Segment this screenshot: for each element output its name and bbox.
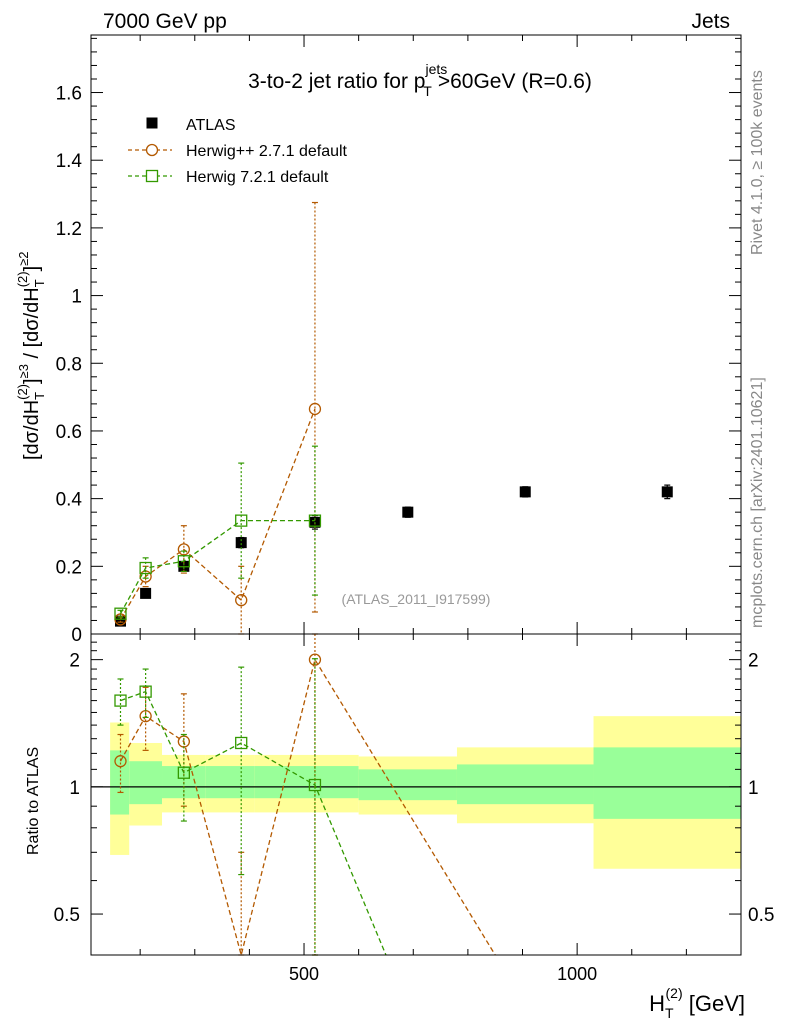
y-tick-label: 0 <box>71 625 82 646</box>
legend-entry-herwig7: Herwig 7.2.1 default <box>128 169 329 186</box>
y-tick-label: 0.8 <box>56 354 82 375</box>
ratio-marks <box>91 633 741 958</box>
atlas-main-point <box>519 486 531 498</box>
herwig7-ratio-point <box>139 685 152 698</box>
herwigpp-main-point <box>139 570 152 583</box>
ylabel-a: [dσ/dH <box>21 400 43 460</box>
ratio-panel: 500 1000 0.5 0.5 1 1 2 2 Ratio to ATLAS <box>25 633 774 984</box>
ratio-tick-label-left: 1 <box>69 778 80 799</box>
xlabel-post: [GeV] <box>683 991 745 1016</box>
chart-title: 3-to-2 jet ratio for pjets T >60GeV (R=0.6… <box>248 61 592 99</box>
legend-entry-herwigpp: Herwig++ 2.7.1 default <box>128 143 348 160</box>
herwig7-main-point <box>177 555 191 568</box>
herwig7-main-point <box>235 514 248 527</box>
atlas-band-inner <box>205 766 255 799</box>
atlas-band-inner <box>129 761 163 805</box>
y-axis-label: [dσ/dHT(2)]≥3 / [dσ/dHT(2)]≥2 <box>15 251 47 460</box>
atlas-band-inner <box>254 766 359 799</box>
x-tick-label: 1000 <box>557 964 597 984</box>
atlas-main-point <box>661 486 673 498</box>
header-left: 7000 GeV pp <box>103 10 227 33</box>
y-tick-label: 1.2 <box>56 219 82 240</box>
legend-label-herwig7: Herwig 7.2.1 default <box>186 169 329 186</box>
ratio-tick-label-right: 0.5 <box>748 905 774 926</box>
herwigpp-main-point <box>308 402 322 416</box>
y-tick-label: 0.2 <box>56 557 82 578</box>
ratio-frame <box>90 633 742 956</box>
herwigpp-ratio-point <box>139 709 152 723</box>
herwigpp-ratio-point <box>177 735 191 748</box>
herwig7-ratio-line <box>120 690 387 956</box>
rivet-label: Rivet 4.1.0, ≥ 100k events <box>749 70 766 255</box>
herwigpp-ratio-point <box>308 653 322 666</box>
ylabel-c-sup: (2) <box>15 271 30 287</box>
herwig7-ratio-point <box>177 766 191 779</box>
herwig7-main-point <box>308 514 322 527</box>
herwig7-ratio-point <box>114 694 127 707</box>
legend-entry-atlas: ATLAS <box>146 117 236 134</box>
xlabel-sup: (2) <box>666 985 683 1001</box>
ylabel-a-sub: T <box>32 392 47 400</box>
herwig7-ratio-point <box>308 778 322 792</box>
legend-marker-atlas <box>146 117 158 129</box>
legend-marker-herwigpp <box>145 143 159 157</box>
xlabel-sub: T <box>665 1005 674 1021</box>
legend: ATLAS Herwig++ 2.7.1 default Herwig 7.2.… <box>128 117 348 186</box>
legend-label-herwigpp: Herwig++ 2.7.1 default <box>186 143 348 160</box>
herwig7-main-point <box>114 607 127 620</box>
xlabel-main: H <box>649 991 665 1016</box>
y-tick-label: 0.6 <box>56 422 82 443</box>
title-post: >60GeV (R=0.6) <box>438 70 592 93</box>
ylabel-d-sup: ≥2 <box>16 251 31 265</box>
ylabel-b-sup: ≥3 <box>16 364 31 378</box>
herwig7-main-point <box>139 561 152 575</box>
x-tick-label: 500 <box>289 964 319 984</box>
y-tick-label: 1 <box>71 287 82 308</box>
atlas-main-point <box>140 587 152 599</box>
ylabel-a-sup: (2) <box>15 384 30 400</box>
atlas-band-inner <box>593 747 741 819</box>
herwigpp-main-point <box>177 543 191 556</box>
main-marks <box>114 201 673 635</box>
title-sub: T <box>423 83 432 99</box>
herwigpp-ratio-line <box>119 657 496 958</box>
main-ticks: 0 0.2 0.4 0.6 0.8 1 1.2 1.4 1.6 <box>56 35 742 646</box>
ratio-tick-label-left: 2 <box>69 651 80 672</box>
y-tick-label: 0.4 <box>56 490 83 511</box>
herwig7-main-line <box>119 519 315 615</box>
ratio-ticks: 500 1000 0.5 0.5 1 1 2 2 <box>54 633 774 984</box>
main-panel: 0 0.2 0.4 0.6 0.8 1 1.2 1.4 1.6 3-to-2 jet ratio… <box>15 34 742 646</box>
legend-label-atlas: ATLAS <box>186 117 236 134</box>
ylabel-d: ] <box>21 266 43 272</box>
ylabel-b: ] <box>21 378 43 384</box>
ratio-tick-label-right: 1 <box>748 778 759 799</box>
ratio-tick-label-left: 0.5 <box>54 905 80 926</box>
herwigpp-main-line <box>119 408 316 620</box>
y-tick-label: 1.6 <box>56 84 82 105</box>
legend-marker-herwig7 <box>145 169 159 183</box>
atlas-main-point <box>402 506 414 518</box>
herwig7-ratio-point <box>235 736 248 750</box>
herwigpp-main-point <box>235 594 248 607</box>
atlas-band-inner <box>358 769 457 801</box>
header-right: Jets <box>691 10 730 33</box>
atlas-band-inner <box>456 764 594 805</box>
atlas-main-point <box>235 537 247 549</box>
x-axis-label: HT (2) [GeV] <box>649 985 745 1021</box>
title-pre: 3-to-2 jet ratio for p <box>248 70 425 93</box>
y-tick-label: 1.4 <box>56 151 83 172</box>
mcplots-label: mcplots.cern.ch [arXiv:2401.10621] <box>749 377 766 628</box>
herwigpp-ratio-point <box>114 755 127 768</box>
ratio-y-axis-label: Ratio to ATLAS <box>25 747 42 855</box>
analysis-watermark: (ATLAS_2011_I917599) <box>342 591 491 607</box>
title-sup: jets <box>424 61 447 77</box>
ylabel-c-sub: T <box>32 279 47 287</box>
ylabel-c: / [dσ/dH <box>21 287 43 364</box>
atlas-band-inner <box>110 750 130 815</box>
ratio-tick-label-right: 2 <box>748 651 759 672</box>
